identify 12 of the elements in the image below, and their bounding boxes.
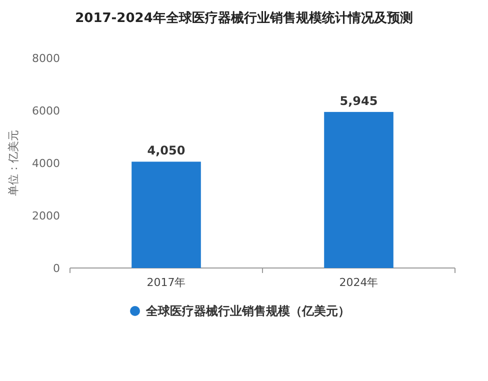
y-tick-label: 6000 [32,104,60,118]
y-axis-title: 单位：亿美元 [7,130,20,196]
y-tick-label: 2000 [32,210,60,222]
y-tick-label: 4000 [32,157,60,170]
y-tick-label: 0 [53,262,60,275]
data-label: 5,945 [340,94,378,108]
data-label: 4,050 [147,144,186,158]
chart-title: 2017-2024年全球医疗器械行业销售规模统计情况及预测 [75,10,413,26]
x-tick-label: 2017年 [146,276,186,289]
legend-label: 全球医疗器械行业销售规模（亿美元） [145,304,350,318]
y-tick-label: 8000 [32,52,60,65]
x-tick-label: 2024年 [339,276,378,289]
